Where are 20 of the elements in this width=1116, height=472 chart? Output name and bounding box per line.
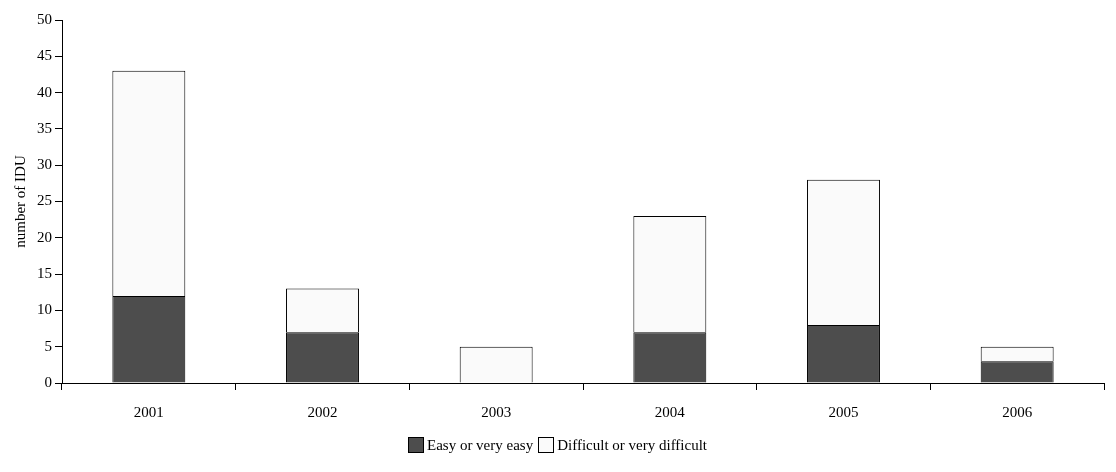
y-tick-label: 25 (37, 192, 52, 209)
x-tick-label: 2004 (654, 403, 686, 420)
x-tick-label: 2005 (828, 403, 859, 420)
legend-label: Easy or very easy (426, 436, 534, 454)
x-tick-label: 2006 (1002, 403, 1033, 420)
y-tick-label: 50 (37, 10, 52, 27)
x-tick-label: 2002 (307, 403, 338, 420)
y-tick-label: 0 (44, 373, 52, 390)
y-tick-label: 35 (37, 119, 52, 136)
y-tick-label: 40 (37, 83, 52, 100)
legend-label: Difficult or very difficult (557, 436, 708, 454)
y-axis-title: number of IDU (11, 155, 28, 248)
y-tick-label: 5 (44, 337, 52, 354)
y-tick-label: 15 (37, 265, 52, 282)
y-tick-label: 10 (37, 301, 52, 318)
y-tick-label: 30 (37, 156, 52, 173)
x-tick-label: 2001 (133, 403, 164, 420)
y-tick-label: 45 (37, 47, 52, 64)
x-tick-label: 2003 (481, 403, 512, 420)
y-tick-label: 20 (37, 228, 52, 245)
